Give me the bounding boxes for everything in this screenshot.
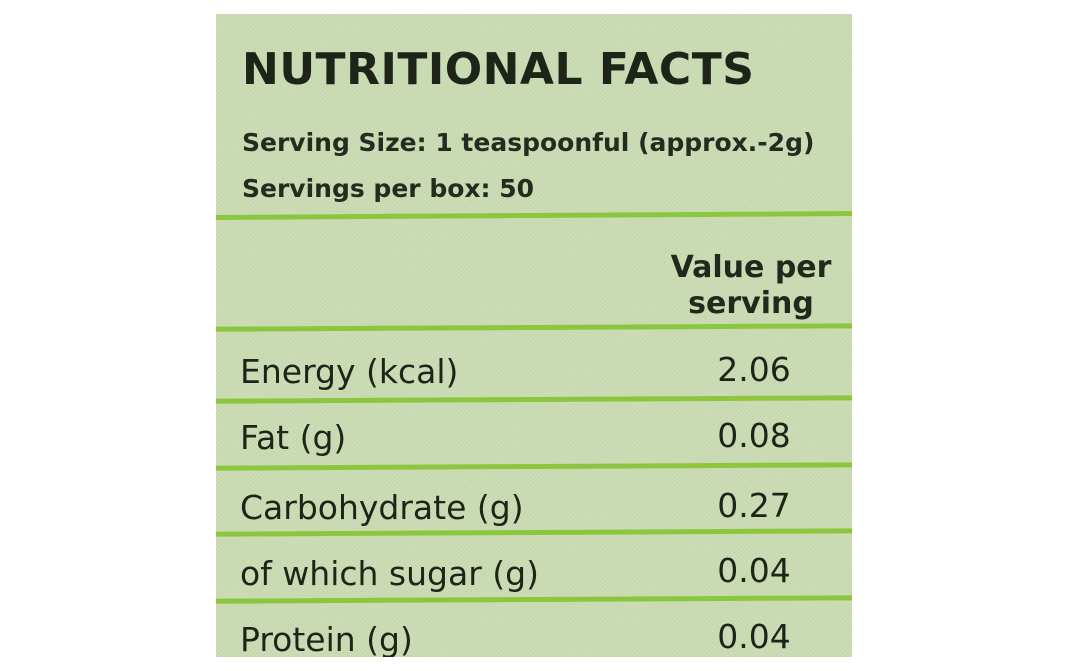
nutrient-value-sugar: 0.04 [717,551,791,590]
nutrient-name-sugar: of which sugar (g) [240,554,539,593]
nutrient-value-fat: 0.08 [717,416,791,455]
divider-line [216,462,852,471]
servings-per-box-text: Servings per box: 50 [242,174,535,203]
nutrient-name-carbohydrate: Carbohydrate (g) [240,488,524,527]
nutrient-name-fat: Fat (g) [240,418,347,457]
divider-line [216,595,852,604]
divider-line [216,323,852,332]
label-title: NUTRITIONAL FACTS [242,44,755,95]
nutrient-name-protein: Protein (g) [240,620,413,657]
column-header-value-per-serving: Value per serving [670,250,832,321]
nutrient-value-carbohydrate: 0.27 [717,486,791,525]
nutrient-value-energy: 2.06 [717,350,791,389]
nutrition-facts-label: NUTRITIONAL FACTS Serving Size: 1 teaspo… [216,14,852,657]
serving-size-text: Serving Size: 1 teaspoonful (approx.-2g) [242,128,815,157]
nutrient-value-protein: 0.04 [717,617,791,656]
divider-line [216,528,852,537]
nutrient-name-energy: Energy (kcal) [240,352,459,391]
divider-line [216,211,852,220]
divider-line [216,395,852,404]
